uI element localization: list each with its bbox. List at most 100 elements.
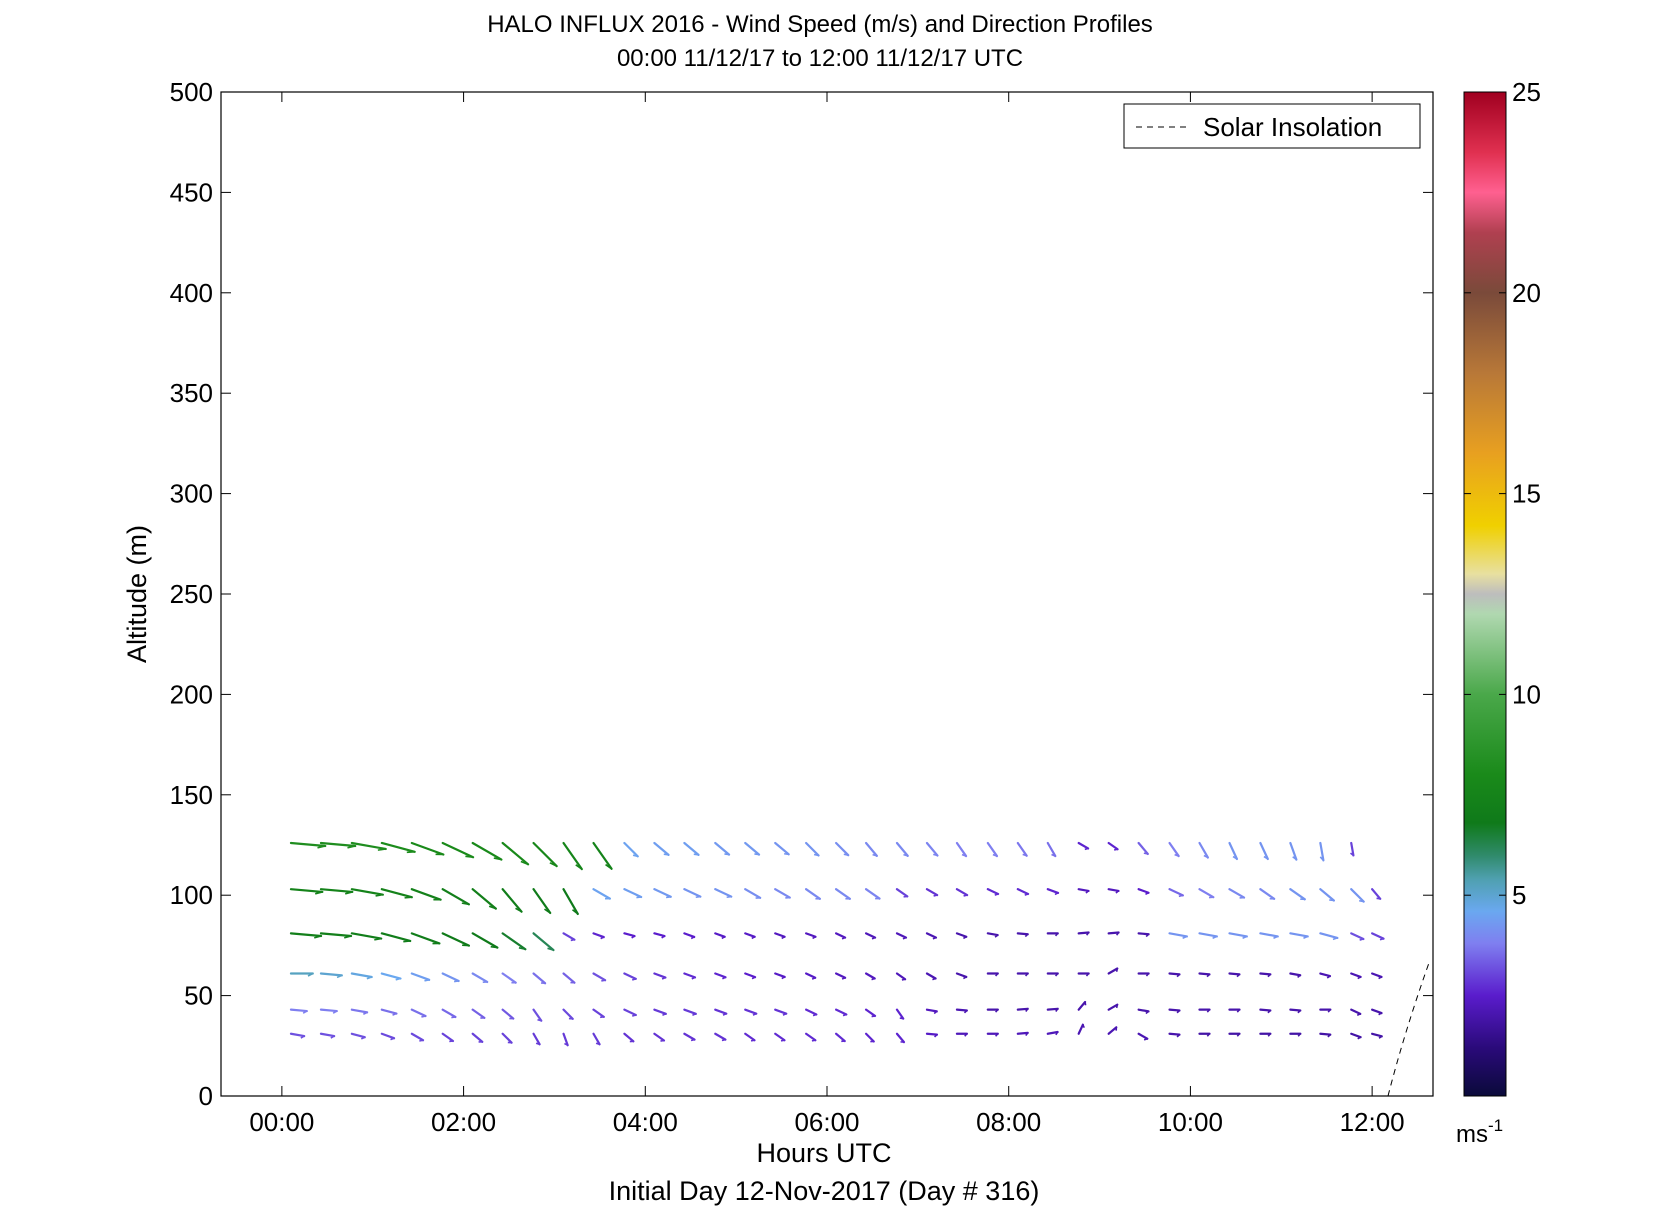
wind-vector [532, 1032, 541, 1046]
wind-vector [592, 888, 611, 900]
wind-vector [623, 1008, 637, 1017]
wind-vector [319, 888, 354, 895]
legend: Solar Insolation [1123, 103, 1421, 149]
y-tick-label: 400 [170, 278, 213, 308]
wind-vector [592, 932, 605, 940]
wind-vector [1046, 841, 1057, 858]
wind-vector [834, 972, 847, 980]
wind-vector [1371, 1032, 1383, 1039]
wind-vector [1319, 1008, 1332, 1013]
wind-vector [1168, 841, 1180, 858]
colorbar [1463, 91, 1507, 1097]
wind-vector [289, 1008, 308, 1014]
wind-vector [1319, 888, 1335, 902]
legend-label: Solar Insolation [1203, 112, 1382, 142]
wind-vector [562, 841, 583, 871]
wind-vector [1016, 841, 1028, 857]
y-axis-label: Altitude (m) [122, 525, 152, 663]
wind-vector [955, 972, 968, 980]
wind-vector [350, 1032, 366, 1040]
wind-vector [864, 841, 878, 857]
wind-vector [1319, 932, 1339, 941]
wind-vector [380, 888, 413, 899]
wind-vector [744, 972, 757, 980]
wind-vector [1350, 1032, 1362, 1040]
wind-vector [744, 841, 761, 856]
wind-vector [1077, 888, 1090, 894]
wind-vector [1107, 888, 1120, 894]
wind-vector [1371, 972, 1383, 980]
wind-vector [714, 972, 727, 980]
x-tick-label: 02:00 [431, 1107, 496, 1137]
wind-vector [532, 932, 555, 952]
wind-vector [895, 1008, 905, 1020]
wind-vector [714, 932, 726, 940]
wind-vector [653, 932, 666, 939]
wind-vector [805, 972, 817, 980]
wind-vector [350, 1008, 369, 1015]
x-tick-label: 08:00 [976, 1107, 1041, 1137]
wind-vector [925, 888, 939, 897]
wind-vector [1198, 1008, 1211, 1013]
wind-vector [501, 1032, 513, 1044]
wind-vector [623, 888, 643, 899]
wind-vector [410, 888, 442, 901]
wind-vector [380, 1008, 398, 1016]
wind-vector [289, 1032, 306, 1039]
wind-vector [805, 1032, 817, 1042]
y-tick-label: 300 [170, 479, 213, 509]
wind-vector [1168, 972, 1181, 978]
wind-vector [410, 932, 441, 945]
wind-vector [1016, 1007, 1029, 1012]
wind-vector [1259, 841, 1269, 861]
wind-vector [441, 841, 475, 859]
wind-vector [350, 841, 387, 851]
colorbar-unit-exponent: -1 [1488, 1116, 1503, 1135]
wind-vector [925, 841, 939, 857]
wind-vector [380, 1032, 396, 1041]
colorbar-tick-label: 20 [1512, 278, 1541, 308]
wind-vector [805, 932, 817, 940]
wind-vector [562, 972, 576, 984]
wind-vector [653, 1032, 666, 1042]
wind-vector [592, 972, 607, 982]
wind-vector [955, 932, 968, 940]
wind-vector [1077, 841, 1090, 851]
x-tick-label: 06:00 [794, 1107, 859, 1137]
wind-vector [623, 1032, 635, 1043]
wind-vector [714, 1008, 728, 1016]
wind-vector [864, 932, 877, 940]
wind-vector [925, 1008, 938, 1015]
x-axis-ticks: 00:00 02:00 04:00 06:00 08:00 10:00 12:00 [249, 92, 1405, 1137]
wind-vector [1137, 972, 1150, 977]
wind-vector [955, 888, 969, 897]
y-tick-label: 0 [199, 1081, 213, 1111]
wind-vector [289, 841, 327, 849]
wind-vector [1228, 1032, 1241, 1037]
wind-vector [380, 972, 402, 981]
wind-vector [1168, 932, 1188, 939]
wind-vector [1289, 841, 1298, 861]
wind-vector [1107, 931, 1120, 936]
wind-vector [744, 1008, 758, 1016]
wind-vector [319, 841, 357, 849]
wind-vector [1168, 1008, 1181, 1014]
wind-vector [1319, 972, 1332, 979]
wind-vector [1107, 967, 1119, 975]
wind-vector [350, 888, 384, 897]
wind-vector [471, 1008, 486, 1019]
wind-vector [653, 888, 672, 899]
wind-vector [410, 841, 445, 856]
wind-vector [1016, 1031, 1029, 1037]
wind-vector [532, 888, 552, 915]
y-axis-ticks: 0 50 100 150 200 250 300 350 400 450 500 [170, 77, 1433, 1111]
wind-vector [774, 972, 786, 980]
wind-vectors [289, 841, 1385, 1047]
wind-vector [864, 972, 876, 981]
wind-vector [1137, 841, 1149, 856]
wind-vector [925, 932, 938, 940]
wind-vector [592, 1008, 605, 1019]
solar-insolation-line [1387, 959, 1431, 1097]
y-tick-label: 250 [170, 579, 213, 609]
